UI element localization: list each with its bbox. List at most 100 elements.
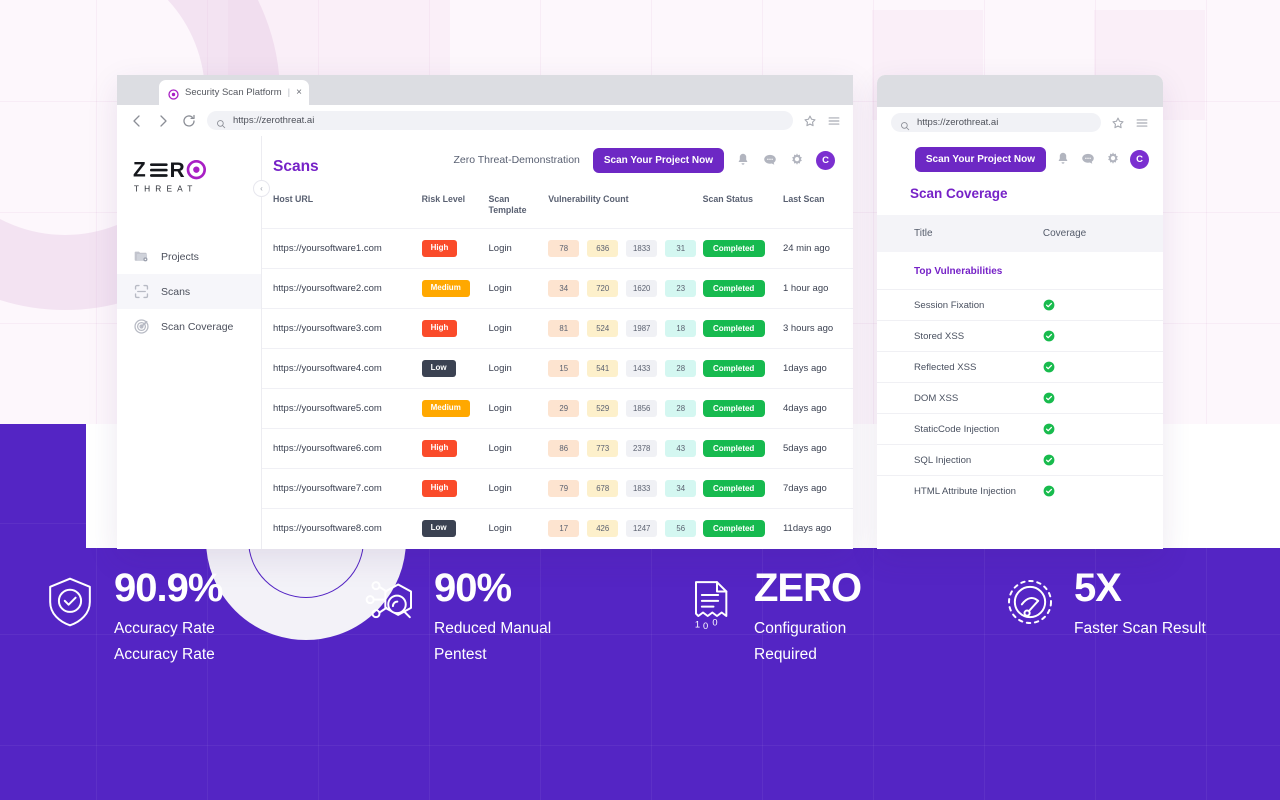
cell-host-url[interactable]: https://yoursoftware8.com <box>262 507 422 548</box>
column-coverage: Coverage <box>1042 215 1163 252</box>
table-row[interactable]: https://yoursoftware3.com High Login 81 524 1… <box>262 307 853 349</box>
table-row[interactable]: https://yoursoftware2.com Medium Login 34 72… <box>262 267 853 309</box>
tab-title: Security Scan Platform <box>185 87 282 98</box>
coverage-row[interactable]: Session Fixation <box>877 289 1163 321</box>
table-row[interactable]: https://yoursoftware5.com Medium Login 29 52… <box>262 387 853 429</box>
cell-scan-template: Login <box>488 307 549 349</box>
cell-host-url[interactable]: https://yoursoftware5.com <box>262 387 422 429</box>
column-risk-level: Risk Level <box>421 194 466 204</box>
back-icon[interactable] <box>129 113 145 129</box>
vulnerability-chip: 1856 <box>626 399 658 417</box>
hamburger-icon[interactable] <box>1135 116 1149 130</box>
coverage-title: SQL Injection <box>877 444 1043 476</box>
status-badge: Low <box>421 360 456 377</box>
gear-icon[interactable] <box>1105 151 1121 167</box>
browser-tabstrip: Security Scan Platform | × <box>117 75 853 105</box>
svg-text:Z: Z <box>133 158 147 181</box>
side-scan-your-project-now-button[interactable]: Scan Your Project Now <box>914 146 1046 172</box>
cell-host-url[interactable]: https://yoursoftware1.com <box>262 227 422 269</box>
app-shell: Z R THREAT ‹ Projects <box>117 136 853 549</box>
table-row[interactable]: https://yoursoftware4.com Low Login 15 541 14… <box>262 347 853 389</box>
status-pill: Completed <box>702 479 765 497</box>
vulnerability-chip: 79 <box>548 479 580 497</box>
vulnerability-chip: 17 <box>548 519 580 537</box>
close-icon[interactable]: × <box>296 87 302 98</box>
svg-text:THREAT: THREAT <box>134 183 198 193</box>
star-icon[interactable] <box>1111 116 1125 130</box>
sidebar-item-scan-coverage[interactable]: Scan Coverage <box>117 309 261 344</box>
coverage-group-row: Top Vulnerabilities <box>877 252 1163 290</box>
app-topbar: Zero Threat-Demonstration Scan Your Proj… <box>262 136 853 184</box>
address-bar[interactable]: https://zerothreat.ai <box>207 111 793 130</box>
cell-host-url[interactable]: https://yoursoftware3.com <box>262 307 422 349</box>
cell-host-url[interactable]: https://yoursoftware7.com <box>262 467 422 509</box>
coverage-row[interactable]: HTML Attribute Injection <box>877 475 1163 506</box>
coverage-row[interactable]: DOM XSS <box>877 382 1163 414</box>
vulnerability-chip: 1833 <box>626 479 658 497</box>
side-browser-window: https://zerothreat.ai Scan Your Project … <box>877 75 1163 549</box>
cell-host-url[interactable]: https://yoursoftware4.com <box>262 347 422 389</box>
cell-vulnerability-count: 79 678 1833 34 <box>548 467 703 509</box>
coverage-row[interactable]: SQL Injection <box>877 444 1163 476</box>
cell-scan-status: Completed <box>702 507 783 548</box>
search-icon <box>900 118 910 130</box>
coverage-title: Reflected XSS <box>877 351 1043 383</box>
cell-risk-level: Low <box>421 347 489 389</box>
stat-item: 1 0 0 ZERO Configuration Required <box>640 568 960 667</box>
bell-icon[interactable] <box>735 152 751 168</box>
side-address-bar[interactable]: https://zerothreat.ai <box>891 113 1101 132</box>
coverage-row[interactable]: StaticCode Injection <box>877 413 1163 445</box>
column-scan-template: Scan Template <box>488 194 527 215</box>
stat-label: Faster Scan Result <box>1074 620 1206 637</box>
vulnerability-chip: 86 <box>548 439 580 457</box>
scan-coverage-table: Title Coverage Top Vulnerabilities Sessio… <box>877 215 1163 506</box>
star-icon[interactable] <box>803 114 817 128</box>
cell-scan-template: Login <box>488 267 549 309</box>
tab-separator: | <box>287 87 291 98</box>
cell-vulnerability-count: 86 773 2378 43 <box>548 427 703 469</box>
cell-last-scan: 5days ago <box>782 427 853 469</box>
side-address-bar-url: https://zerothreat.ai <box>917 117 999 128</box>
check-circle-icon <box>1043 423 1055 435</box>
bell-icon[interactable] <box>1055 151 1071 167</box>
gear-icon[interactable] <box>789 152 805 168</box>
cell-last-scan: 11days ago <box>782 507 853 548</box>
table-row[interactable]: https://yoursoftware7.com High Login 79 678 1… <box>262 467 853 509</box>
cell-host-url[interactable]: https://yoursoftware2.com <box>262 267 422 309</box>
stat-item: 90% Reduced Manual Pentest <box>320 568 640 667</box>
reload-icon[interactable] <box>181 113 197 129</box>
browser-tab[interactable]: Security Scan Platform | × <box>159 80 309 105</box>
scan-your-project-now-button[interactable]: Scan Your Project Now <box>592 147 724 173</box>
coverage-title: Session Fixation <box>877 289 1043 321</box>
status-badge: High <box>421 480 458 497</box>
check-circle-icon <box>1043 392 1055 404</box>
sidebar-item-scans[interactable]: Scans <box>117 274 261 309</box>
chat-icon[interactable] <box>762 152 778 168</box>
status-badge: Low <box>421 520 456 537</box>
vulnerability-chip-group: 78 636 1833 31 <box>548 239 702 257</box>
cell-risk-level: Medium <box>421 267 489 309</box>
table-row[interactable]: https://yoursoftware6.com High Login 86 773 2… <box>262 427 853 469</box>
hamburger-icon[interactable] <box>827 114 841 128</box>
cell-scan-status: Completed <box>702 227 783 269</box>
vulnerability-chip: 28 <box>665 359 697 377</box>
avatar[interactable]: C <box>816 150 835 170</box>
cell-host-url[interactable]: https://yoursoftware6.com <box>262 427 422 469</box>
avatar[interactable]: C <box>1130 149 1149 169</box>
table-row[interactable]: https://yoursoftware1.com High Login 78 636 1… <box>262 227 853 269</box>
forward-icon[interactable] <box>155 113 171 129</box>
sidebar-collapse-button[interactable]: ‹ <box>253 180 270 197</box>
vulnerability-chip-group: 34 720 1620 23 <box>548 279 702 297</box>
coverage-row[interactable]: Reflected XSS <box>877 351 1163 383</box>
document-binary-icon: 1 0 0 <box>682 574 738 631</box>
table-row[interactable]: https://yoursoftware8.com Low Login 17 426 12… <box>262 507 853 548</box>
sidebar-item-projects[interactable]: Projects <box>117 239 261 274</box>
chat-icon[interactable] <box>1080 151 1096 167</box>
vulnerability-chip: 1620 <box>626 279 658 297</box>
status-pill: Completed <box>702 359 765 377</box>
coverage-row[interactable]: Stored XSS <box>877 320 1163 352</box>
cell-scan-status: Completed <box>702 307 783 349</box>
sidebar-item-label: Scans <box>161 285 191 298</box>
check-circle-icon <box>1043 361 1055 373</box>
cell-scan-template: Login <box>488 467 549 509</box>
